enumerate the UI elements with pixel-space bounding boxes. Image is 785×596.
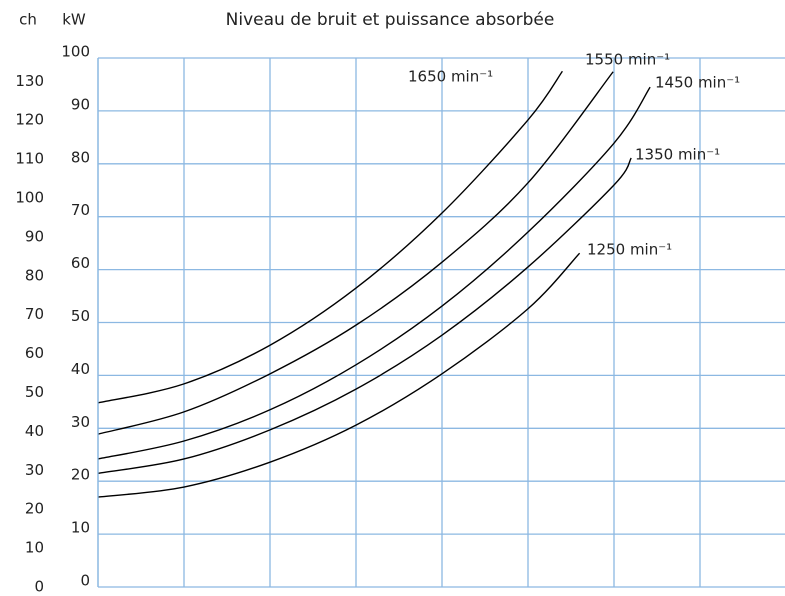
y-tick-label: 80 (71, 148, 90, 166)
y2-tick-label: 0 (34, 578, 44, 596)
y2-axis-label: ch (19, 11, 37, 29)
curve (97, 86, 651, 460)
curve (97, 71, 614, 435)
y2-tick-label: 100 (15, 189, 44, 207)
y-tick-label: 40 (71, 360, 90, 378)
curve (97, 252, 581, 498)
series-label: 1550 min⁻¹ (585, 51, 670, 69)
y-tick-label: 50 (71, 307, 90, 325)
curve (97, 157, 632, 474)
y2-tick-label: 90 (25, 227, 44, 245)
series-label: 1650 min⁻¹ (408, 68, 493, 86)
series-label: 1450 min⁻¹ (655, 74, 740, 92)
y-axis-label: kW (62, 11, 86, 29)
y2-tick-label: 30 (25, 461, 44, 479)
y2-tick-label: 40 (25, 422, 44, 440)
y-tick-label: 20 (71, 466, 90, 484)
y-tick-label: 100 (61, 43, 90, 61)
y2-tick-label: 110 (15, 150, 44, 168)
y2-tick-label: 60 (25, 344, 44, 362)
y2-tick-label: 20 (25, 500, 44, 518)
y-tick-label: 90 (71, 95, 90, 113)
y-tick-label: 0 (80, 572, 90, 590)
y2-tick-label: 10 (25, 539, 44, 557)
y2-tick-label: 50 (25, 383, 44, 401)
y-tick-label: 60 (71, 254, 90, 272)
series-label: 1350 min⁻¹ (635, 146, 720, 164)
chart-title: Niveau de bruit et puissance absorbée (226, 10, 555, 30)
y2-tick-label: 80 (25, 266, 44, 284)
series-label: 1250 min⁻¹ (587, 241, 672, 259)
y-tick-label: 70 (71, 201, 90, 219)
y2-tick-label: 70 (25, 305, 44, 323)
curve (97, 70, 563, 404)
y2-tick-label: 130 (15, 72, 44, 90)
y-tick-label: 10 (71, 519, 90, 537)
y2-tick-label: 120 (15, 111, 44, 129)
y-tick-label: 30 (71, 413, 90, 431)
